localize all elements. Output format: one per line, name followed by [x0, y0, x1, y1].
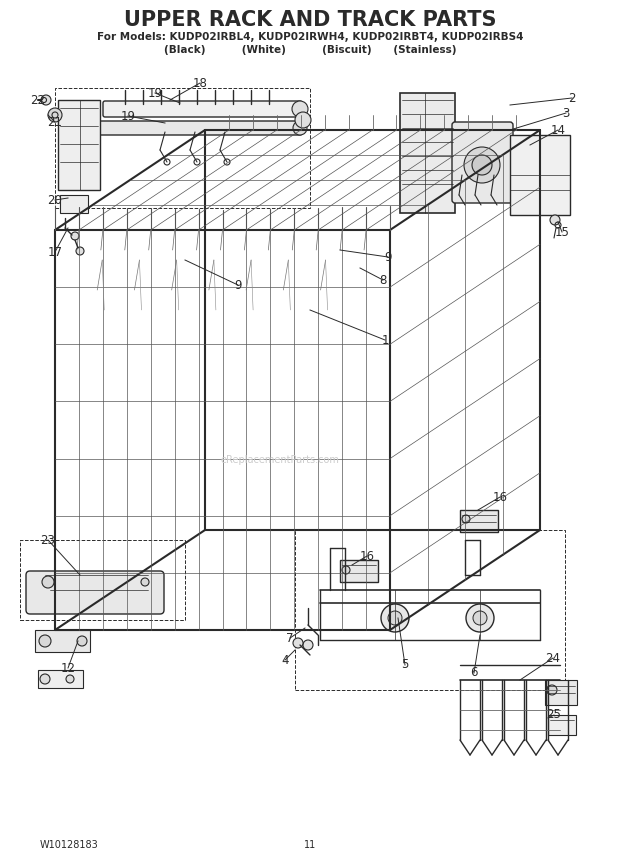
- Text: 11: 11: [304, 840, 316, 850]
- Text: 19: 19: [148, 86, 162, 99]
- Ellipse shape: [295, 112, 311, 128]
- Ellipse shape: [40, 674, 50, 684]
- Text: 3: 3: [562, 106, 570, 120]
- Text: 16: 16: [492, 490, 508, 503]
- Ellipse shape: [293, 121, 307, 135]
- FancyBboxPatch shape: [452, 122, 513, 203]
- Text: 2: 2: [569, 92, 576, 104]
- Ellipse shape: [292, 101, 308, 117]
- Text: 21: 21: [48, 116, 63, 128]
- Ellipse shape: [66, 675, 74, 683]
- Text: 19: 19: [120, 110, 136, 122]
- Ellipse shape: [141, 578, 149, 586]
- Ellipse shape: [39, 635, 51, 647]
- Ellipse shape: [293, 638, 303, 648]
- FancyBboxPatch shape: [103, 101, 302, 117]
- Text: UPPER RACK AND TRACK PARTS: UPPER RACK AND TRACK PARTS: [124, 10, 496, 30]
- Text: 17: 17: [48, 246, 63, 259]
- Bar: [548, 715, 576, 735]
- Bar: [460, 510, 498, 532]
- Text: eReplacementParts.com: eReplacementParts.com: [221, 455, 339, 465]
- Bar: [55, 88, 310, 208]
- Text: For Models: KUDP02IRBL4, KUDP02IRWH4, KUDP02IRBT4, KUDP02IRBS4: For Models: KUDP02IRBL4, KUDP02IRWH4, KU…: [97, 32, 523, 42]
- Text: 1: 1: [381, 334, 389, 347]
- Text: 23: 23: [40, 533, 55, 546]
- Bar: [58, 100, 100, 190]
- Text: 9: 9: [234, 278, 242, 292]
- Text: (Black)          (White)          (Biscuit)      (Stainless): (Black) (White) (Biscuit) (Stainless): [164, 45, 456, 55]
- Ellipse shape: [466, 604, 494, 632]
- Bar: [295, 530, 565, 690]
- Text: 12: 12: [61, 662, 76, 675]
- Ellipse shape: [76, 247, 84, 255]
- Ellipse shape: [342, 566, 350, 574]
- Text: 7: 7: [286, 632, 294, 645]
- Ellipse shape: [472, 155, 492, 175]
- Text: 22: 22: [30, 93, 45, 106]
- Ellipse shape: [381, 604, 409, 632]
- FancyBboxPatch shape: [510, 135, 570, 215]
- Text: 18: 18: [193, 76, 208, 90]
- Ellipse shape: [41, 95, 51, 105]
- Text: 24: 24: [546, 651, 560, 664]
- Text: 4: 4: [281, 653, 289, 667]
- Text: 25: 25: [547, 709, 562, 722]
- Ellipse shape: [48, 108, 62, 122]
- Text: W10128183: W10128183: [40, 840, 99, 850]
- Text: 5: 5: [401, 658, 409, 671]
- Ellipse shape: [464, 147, 500, 183]
- FancyBboxPatch shape: [98, 121, 302, 135]
- FancyBboxPatch shape: [26, 571, 164, 614]
- Text: 15: 15: [554, 225, 569, 239]
- Ellipse shape: [473, 611, 487, 625]
- Text: 20: 20: [48, 193, 63, 206]
- Bar: [400, 93, 455, 213]
- Ellipse shape: [550, 215, 560, 225]
- Ellipse shape: [42, 576, 54, 588]
- Ellipse shape: [303, 640, 313, 650]
- Text: 14: 14: [551, 123, 565, 136]
- Bar: [545, 680, 577, 705]
- Ellipse shape: [462, 515, 470, 523]
- Bar: [20, 540, 185, 620]
- Bar: [340, 560, 378, 582]
- Bar: [38, 670, 83, 688]
- Ellipse shape: [388, 611, 402, 625]
- Ellipse shape: [71, 232, 79, 240]
- Text: 6: 6: [470, 667, 478, 680]
- Bar: [60, 195, 88, 213]
- Ellipse shape: [547, 685, 557, 695]
- Text: 16: 16: [360, 550, 374, 562]
- Ellipse shape: [77, 636, 87, 646]
- Bar: [35, 630, 90, 652]
- Text: 9: 9: [384, 251, 392, 264]
- Text: 8: 8: [379, 274, 387, 287]
